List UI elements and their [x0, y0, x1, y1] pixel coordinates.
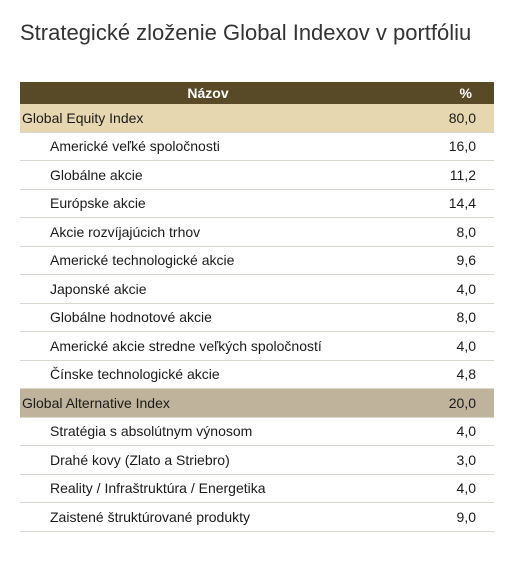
item-name: Európske akcie	[20, 189, 396, 218]
table-row: Európske akcie 14,4	[20, 189, 494, 218]
allocation-table: Názov % Global Equity Index 80,0 Americk…	[20, 82, 494, 532]
table-row: Stratégia s absolútnym výnosom 4,0	[20, 417, 494, 446]
table-row: Globálne hodnotové akcie 8,0	[20, 303, 494, 332]
table-row: Americké akcie stredne veľkých spoločnos…	[20, 331, 494, 361]
group-name: Global Equity Index	[20, 104, 396, 133]
item-percent: 16,0	[396, 132, 494, 161]
item-percent: 4,0	[396, 331, 494, 361]
item-percent: 3,0	[396, 445, 494, 475]
item-percent: 4,8	[396, 360, 494, 389]
table-row: Japonské akcie 4,0	[20, 274, 494, 304]
table-row: Americké veľké spoločnosti 16,0	[20, 132, 494, 161]
item-percent: 8,0	[396, 217, 494, 247]
item-percent: 4,0	[396, 417, 494, 446]
table-row: Americké technologické akcie 9,6	[20, 246, 494, 275]
item-name: Americké technologické akcie	[20, 246, 396, 275]
group-row-equity: Global Equity Index 80,0	[20, 104, 494, 133]
group-row-alternative: Global Alternative Index 20,0	[20, 388, 494, 418]
item-percent: 9,6	[396, 246, 494, 275]
item-name: Japonské akcie	[20, 274, 396, 304]
item-name: Reality / Infraštruktúra / Energetika	[20, 474, 396, 503]
item-name: Globálne akcie	[20, 160, 396, 190]
table-row: Zaistené štruktúrované produkty 9,0	[20, 502, 494, 532]
column-header-name: Názov	[20, 82, 396, 104]
table-row: Drahé kovy (Zlato a Striebro) 3,0	[20, 445, 494, 475]
item-name: Globálne hodnotové akcie	[20, 303, 396, 332]
group-percent: 80,0	[396, 104, 494, 133]
item-percent: 8,0	[396, 303, 494, 332]
table-row: Reality / Infraštruktúra / Energetika 4,…	[20, 474, 494, 503]
item-percent: 4,0	[396, 474, 494, 503]
item-name: Stratégia s absolútnym výnosom	[20, 417, 396, 446]
item-name: Americké veľké spoločnosti	[20, 132, 396, 161]
item-percent: 11,2	[396, 160, 494, 190]
item-name: Drahé kovy (Zlato a Striebro)	[20, 445, 396, 475]
item-name: Zaistené štruktúrované produkty	[20, 502, 396, 532]
item-name: Americké akcie stredne veľkých spoločnos…	[20, 331, 396, 361]
table-header-row: Názov %	[20, 82, 494, 104]
item-percent: 4,0	[396, 274, 494, 304]
item-percent: 9,0	[396, 502, 494, 532]
table-row: Čínske technologické akcie 4,8	[20, 360, 494, 389]
table-row: Globálne akcie 11,2	[20, 160, 494, 190]
item-name: Čínske technologické akcie	[20, 360, 396, 389]
group-name: Global Alternative Index	[20, 388, 396, 418]
group-percent: 20,0	[396, 388, 494, 418]
column-header-percent: %	[396, 82, 494, 104]
item-percent: 14,4	[396, 189, 494, 218]
item-name: Akcie rozvíjajúcich trhov	[20, 217, 396, 247]
table-row: Akcie rozvíjajúcich trhov 8,0	[20, 217, 494, 247]
page-title: Strategické zloženie Global Indexov v po…	[20, 20, 472, 45]
